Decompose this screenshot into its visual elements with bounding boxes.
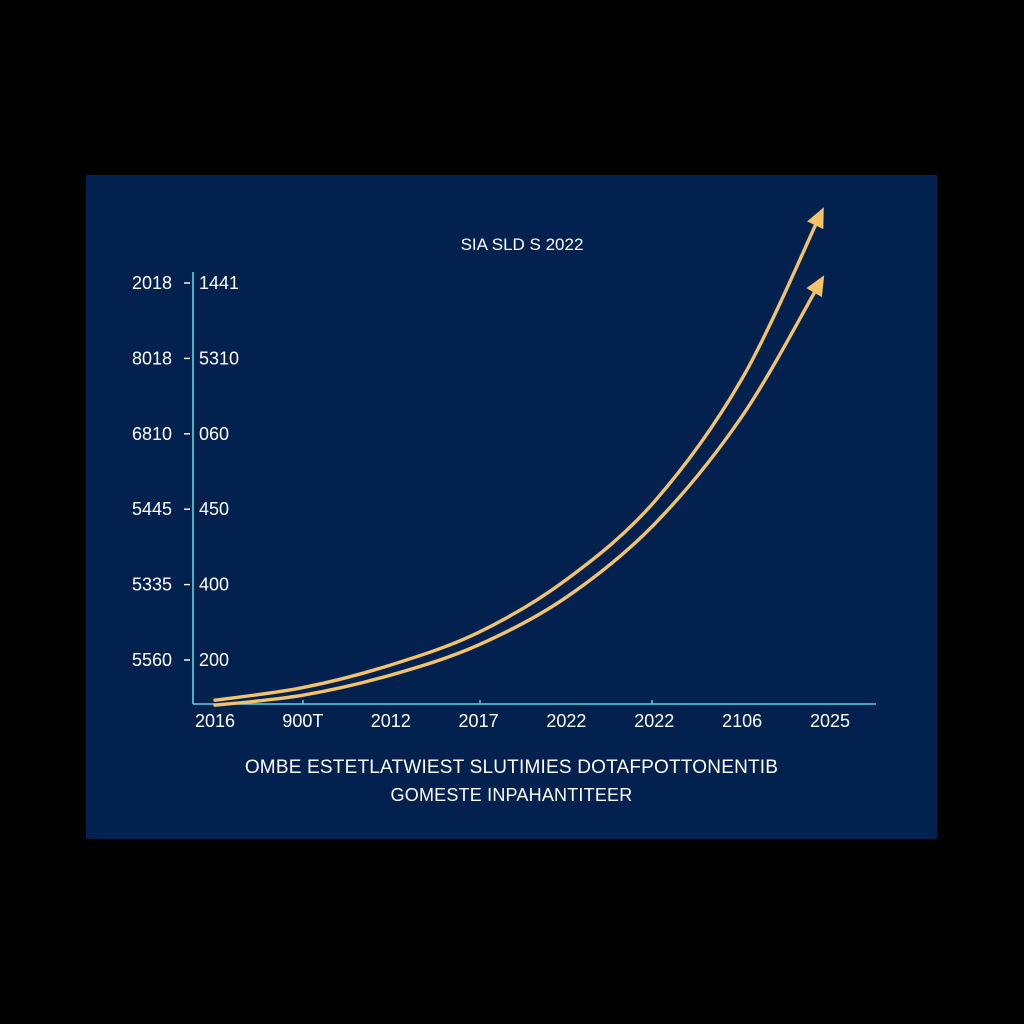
chart-caption-line-1: OMBE ESTETLATWIEST SLUTIMIES DOTAFPOTTON… [244,757,779,778]
y-tick-label-outer: 5560 [132,650,172,670]
y-tick-label-inner: 1441 [199,273,239,293]
series-line-lower [213,278,823,707]
series-arrowhead-lower [806,275,825,298]
series-arrowhead-upper [807,207,824,230]
x-tick-label: 2017 [459,711,499,731]
y-tick-label-outer: 6810 [132,424,172,444]
x-tick-label: 900T [282,711,323,731]
x-tick-label: 2016 [195,711,235,731]
x-tick-label: 2012 [371,711,411,731]
x-axis-ticks: 2016 900T 2012 2017 2022 2022 2106 2025 [195,700,850,731]
y-tick-label-outer: 5335 [132,575,172,595]
series-line-upper [213,210,823,702]
y-tick-label-inner: 060 [199,424,229,444]
x-tick-label: 2025 [810,711,850,731]
y-tick-label-inner: 400 [199,575,229,595]
y-tick-label-outer: 2018 [132,273,172,293]
y-tick-label-inner: 5310 [199,348,239,368]
chart-panel [86,175,937,839]
y-axis-ticks: 2018 1441 8018 5310 6810 060 5445 450 5335 400 556… [132,273,239,670]
x-tick-label: 2022 [546,711,586,731]
y-tick-label-outer: 8018 [132,348,172,368]
chart-title: SIA SLD S 2022 [461,235,584,254]
y-tick-label-inner: 200 [199,650,229,670]
x-tick-label: 2022 [634,711,674,731]
series-lines [213,207,825,707]
x-tick-label: 2106 [722,711,762,731]
y-tick-label-inner: 450 [199,499,229,519]
y-tick-label-outer: 5445 [132,499,172,519]
chart-caption-line-2: GOMESTE INPAHANTITEER [390,785,633,805]
